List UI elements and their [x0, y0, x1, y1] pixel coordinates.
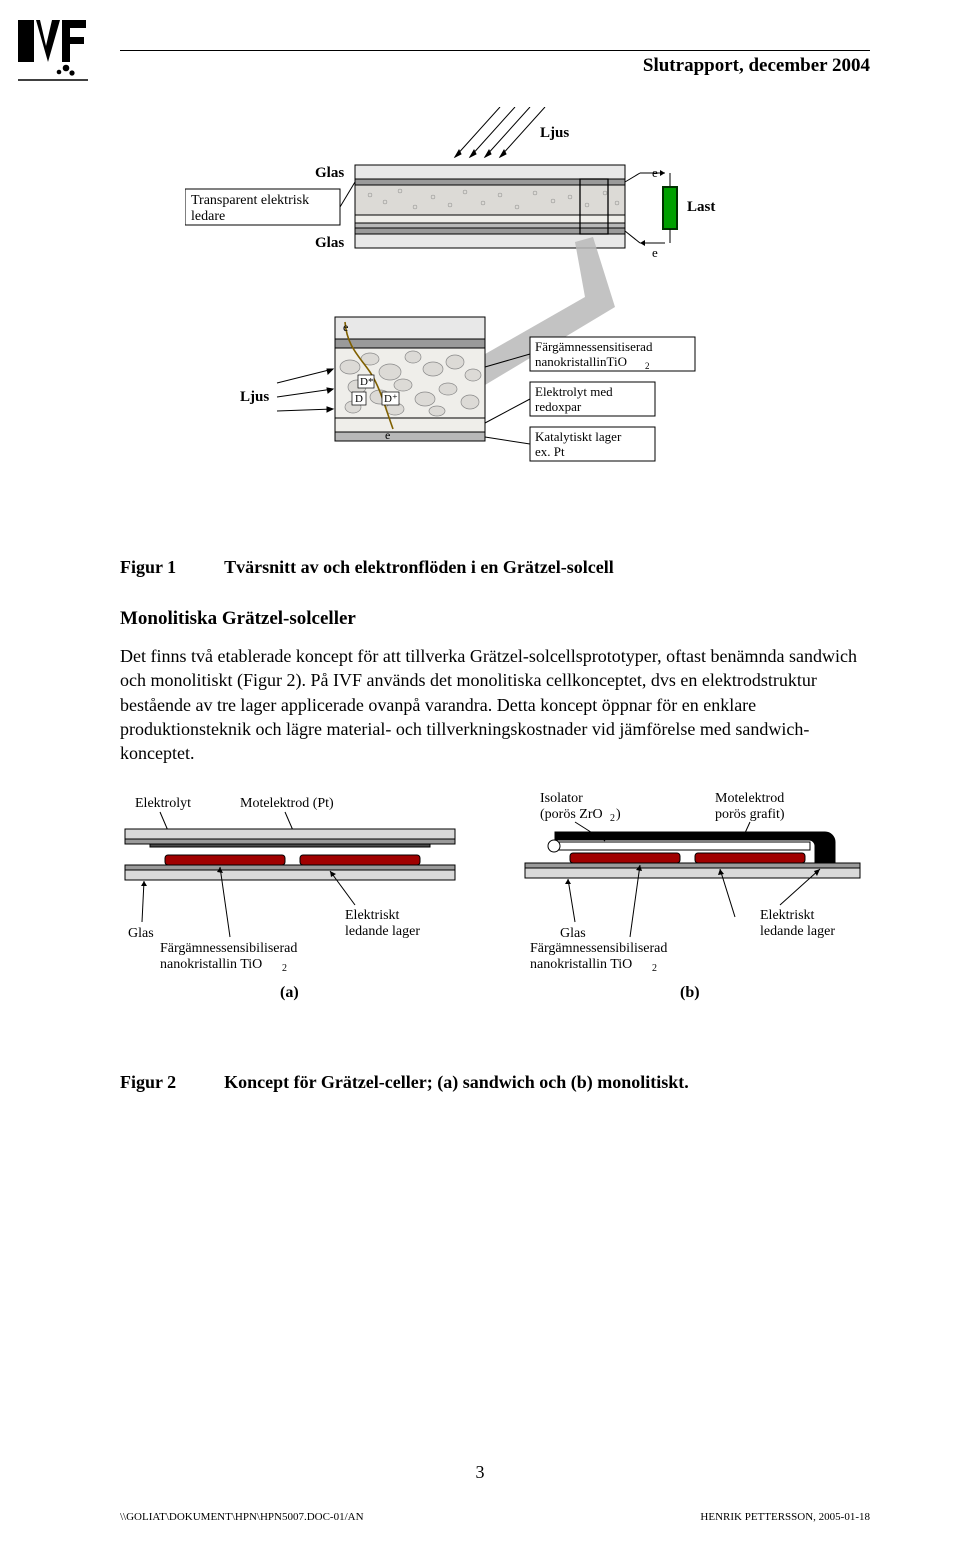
figure-1-number: Figur 1	[120, 557, 176, 578]
label-trans-ledare-1: Transparent elektrisk	[191, 193, 309, 208]
figure-2-caption: Figur 2 Koncept för Grätzel-celler; (a) …	[120, 1072, 870, 1093]
svg-text:redoxpar: redoxpar	[535, 399, 582, 414]
svg-text:Glas: Glas	[560, 926, 586, 941]
svg-text:D*: D*	[360, 376, 373, 388]
svg-text:e: e	[343, 320, 348, 334]
header-title: Slutrapport, december 2004	[120, 55, 870, 77]
page: Slutrapport, december 2004 Ljus	[0, 0, 960, 1553]
svg-text:Färgämnessensibiliserad: Färgämnessensibiliserad	[530, 941, 667, 956]
svg-text:(a): (a)	[280, 984, 299, 1001]
svg-text:(porös ZrO: (porös ZrO	[540, 807, 603, 822]
svg-text:Isolator: Isolator	[540, 791, 583, 806]
figure-2: Elektrolyt Motelektrod (Pt) Glas	[120, 787, 880, 1042]
svg-text:Elektriskt: Elektriskt	[760, 908, 815, 923]
figure-1: Ljus Glas	[185, 107, 805, 527]
label-glas-bottom: Glas	[315, 235, 344, 251]
svg-text:2: 2	[645, 361, 650, 371]
svg-text:Elektrolyt med: Elektrolyt med	[535, 384, 613, 399]
header-rule	[120, 50, 870, 51]
figure-2-number: Figur 2	[120, 1072, 176, 1093]
section-paragraph: Det finns två etablerade koncept för att…	[120, 644, 870, 765]
zoom-panel: e e D* D D⁺	[335, 317, 485, 442]
fig2-b: Isolator (porös ZrO 2) Motelektrod porös …	[525, 791, 860, 1001]
svg-text:porös grafit): porös grafit)	[715, 807, 785, 822]
svg-text:Färgämnessensitiserad: Färgämnessensitiserad	[535, 339, 653, 354]
figure-2-text: Koncept för Grätzel-celler; (a) sandwich…	[224, 1072, 689, 1093]
label-glas-top: Glas	[315, 165, 344, 181]
fig2-a: Elektrolyt Motelektrod (Pt) Glas	[125, 796, 455, 1001]
svg-text:Motelektrod: Motelektrod	[715, 791, 784, 806]
svg-text:2: 2	[282, 963, 287, 974]
svg-text:ledande lager: ledande lager	[345, 924, 420, 939]
svg-text:D⁺: D⁺	[384, 393, 398, 405]
svg-text:ledande lager: ledande lager	[760, 924, 835, 939]
svg-text:Glas: Glas	[128, 926, 154, 941]
svg-text:Elektriskt: Elektriskt	[345, 908, 400, 923]
logo	[18, 20, 88, 87]
label-ljus-left: Ljus	[240, 389, 269, 405]
figure-1-text: Tvärsnitt av och elektronflöden i en Grä…	[224, 557, 614, 578]
label-trans-ledare-2: ledare	[191, 209, 225, 224]
svg-text:e: e	[385, 428, 390, 442]
footer-left: \\GOLIAT\DOKUMENT\HPN\HPN5007.DOC-01/AN	[120, 1511, 364, 1523]
svg-text:Färgämnessensibiliserad: Färgämnessensibiliserad	[160, 941, 297, 956]
svg-text:nanokristallin TiO: nanokristallin TiO	[160, 957, 262, 972]
page-number: 3	[0, 1462, 960, 1483]
svg-text:2: 2	[610, 813, 615, 824]
label-e-bot: e	[652, 245, 658, 260]
svg-text:(b): (b)	[680, 984, 700, 1001]
svg-text:ex. Pt: ex. Pt	[535, 444, 565, 459]
footer-right: HENRIK PETTERSSON, 2005-01-18	[700, 1511, 870, 1523]
label-ljus-top: Ljus	[540, 125, 569, 141]
svg-text:nanokristallin TiO: nanokristallin TiO	[530, 957, 632, 972]
top-cross-section	[355, 165, 625, 248]
svg-text:2: 2	[652, 963, 657, 974]
svg-text:nanokristallinTiO: nanokristallinTiO	[535, 354, 627, 369]
footer: \\GOLIAT\DOKUMENT\HPN\HPN5007.DOC-01/AN …	[0, 1511, 960, 1523]
svg-text:D: D	[355, 393, 363, 405]
svg-text:): )	[616, 807, 621, 822]
svg-text:Elektrolyt: Elektrolyt	[135, 796, 191, 811]
svg-text:Motelektrod (Pt): Motelektrod (Pt)	[240, 796, 334, 811]
figure-1-caption: Figur 1 Tvärsnitt av och elektronflöden …	[120, 557, 870, 578]
section-heading: Monolitiska Grätzel-solceller	[120, 608, 870, 630]
svg-text:Katalytiskt lager: Katalytiskt lager	[535, 429, 622, 444]
label-last: Last	[687, 199, 715, 215]
